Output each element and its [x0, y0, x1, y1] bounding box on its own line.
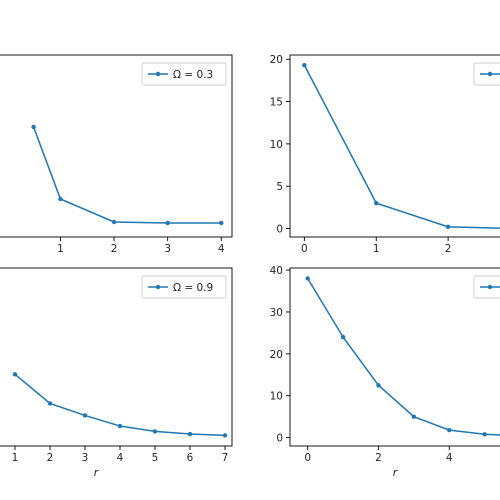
y-tick-label: 0 — [276, 433, 283, 445]
axes-frame — [289, 267, 500, 447]
data-point — [47, 401, 53, 406]
x-tick-label: 2 — [111, 243, 118, 255]
series-line — [307, 278, 500, 436]
subplot-1: 1 2 3 4 Ω = 0.3 — [0, 54, 233, 255]
x-axis-label: r — [94, 466, 100, 479]
data-point — [58, 196, 63, 202]
data-point — [31, 124, 36, 130]
legend-marker — [487, 71, 493, 77]
data-point — [445, 224, 451, 230]
data-point — [376, 383, 381, 388]
x-tick-label: 1 — [57, 243, 64, 255]
y-tick-label: 40 — [270, 265, 283, 277]
legend-label: Ω = 0.3 — [173, 69, 213, 81]
y-tick-label: 10 — [270, 391, 283, 403]
data-point — [340, 334, 346, 340]
series-line — [32, 126, 222, 224]
legend: Ω = 0.9 — [141, 275, 227, 299]
subplot-3: 1 2 3 4 5 6 7 r Ω = 0.9 — [0, 267, 233, 479]
x-tick-label: 4 — [446, 452, 453, 464]
y-tick-label: 5 — [276, 181, 283, 193]
x-tick-label: 6 — [187, 452, 194, 464]
x-tick-label: 2 — [375, 452, 382, 464]
axes-frame — [0, 267, 233, 447]
x-tick-label: 2 — [445, 243, 452, 255]
data-point — [111, 219, 117, 225]
x-tick-label: 1 — [373, 243, 380, 255]
x-tick-label: 2 — [47, 452, 54, 464]
data-point — [411, 414, 417, 419]
y-tick-label: 10 — [270, 139, 283, 151]
data-point — [117, 423, 123, 429]
data-point — [447, 427, 452, 433]
data-point — [222, 433, 228, 438]
data-point — [152, 429, 158, 434]
legend-label: Ω = 0.9 — [173, 282, 213, 294]
y-tick-label: 15 — [270, 97, 283, 109]
data-point — [482, 432, 487, 437]
legend — [473, 62, 500, 86]
legend-marker — [155, 284, 161, 290]
data-point — [82, 413, 88, 418]
y-tick-label: 20 — [270, 349, 283, 361]
data-point — [374, 200, 379, 206]
data-point — [187, 431, 193, 437]
x-tick-label: 1 — [12, 452, 19, 464]
legend-box — [141, 275, 227, 299]
x-tick-label: 5 — [152, 452, 159, 464]
axes-frame — [289, 54, 500, 238]
x-axis-label: r — [393, 466, 399, 479]
legend — [473, 275, 500, 299]
data-point — [165, 220, 170, 226]
y-tick-label: 30 — [270, 307, 283, 319]
data-point — [302, 62, 307, 68]
x-tick-label: 0 — [304, 452, 311, 464]
x-tick-label: 4 — [117, 452, 124, 464]
data-point — [12, 372, 18, 377]
axes-frame — [0, 54, 233, 238]
y-tick-label: 0 — [276, 224, 283, 236]
legend-box — [141, 62, 227, 86]
legend: Ω = 0.3 — [141, 62, 227, 86]
x-tick-label: 0 — [301, 243, 308, 255]
data-point — [219, 220, 224, 226]
legend-marker — [487, 284, 493, 290]
x-tick-label: 7 — [222, 452, 229, 464]
x-tick-label: 3 — [164, 243, 171, 255]
x-tick-label: 3 — [82, 452, 89, 464]
x-tick-label: 4 — [218, 243, 225, 255]
data-point — [305, 276, 310, 281]
legend-marker — [155, 71, 161, 77]
y-tick-label: 20 — [270, 54, 283, 66]
series-line — [303, 64, 500, 229]
